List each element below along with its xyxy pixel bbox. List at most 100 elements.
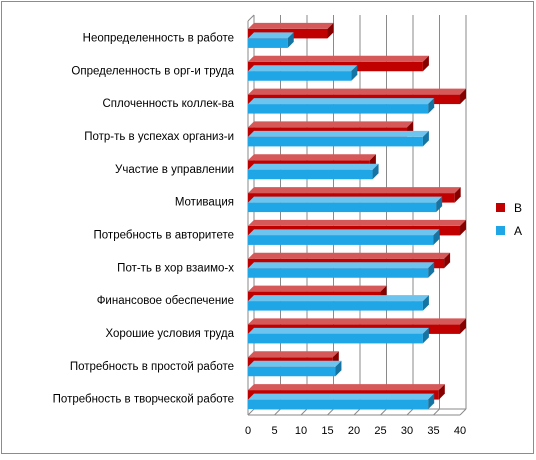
- category-label: Неопределенность в работе: [83, 32, 234, 44]
- bar-a: [248, 163, 379, 180]
- bar-v-side: [438, 384, 445, 400]
- category-label: Участие в управлении: [115, 164, 234, 176]
- bar-a: [248, 327, 429, 344]
- bar-v-top: [248, 252, 451, 259]
- gridline-floor: [300, 408, 308, 416]
- bar-a-front: [248, 38, 288, 48]
- gridline-floor: [353, 408, 361, 416]
- category-label: Потребность в авторитете: [94, 229, 234, 241]
- bar-chart: Неопределенность в работе Определенность …: [53, 14, 522, 437]
- bar-a-side: [428, 393, 435, 410]
- bars: [248, 22, 466, 410]
- bar-v-side: [327, 22, 334, 39]
- bar-a-front: [248, 169, 373, 180]
- x-tick-label: 25: [374, 425, 386, 437]
- bar-a: [248, 229, 440, 245]
- x-tick-labels: 0 5 10 15 20 25 30 35 40: [245, 425, 466, 437]
- bar-v-top: [248, 318, 466, 325]
- bar-a: [248, 98, 435, 114]
- bar-a-top: [248, 32, 294, 39]
- bar-a-side: [351, 65, 358, 81]
- bar-a-front: [248, 136, 423, 147]
- bar-v-top: [248, 22, 334, 29]
- bar-a-side: [428, 262, 435, 278]
- bar-v-top: [248, 384, 445, 391]
- bar-a-front: [248, 71, 352, 81]
- bar-v-side: [460, 219, 466, 236]
- x-tick-label: 20: [348, 425, 360, 437]
- bar-a: [248, 295, 429, 311]
- bar-a-side: [335, 360, 342, 377]
- gridline-floor: [327, 408, 334, 416]
- bar-a-front: [248, 202, 437, 213]
- x-tick-label: 15: [321, 425, 333, 437]
- bar-a-side: [422, 327, 429, 344]
- bar-v-top: [248, 154, 376, 161]
- bar-v-top: [248, 285, 387, 292]
- bar-a-top: [248, 393, 435, 400]
- gridline-floor: [459, 408, 467, 416]
- bar-a-side: [422, 295, 429, 311]
- bar-a-side: [372, 163, 379, 180]
- bar-a-front: [248, 333, 423, 344]
- bar-v-side: [422, 55, 429, 72]
- bar-a-side: [436, 196, 443, 213]
- category-label: Сплоченность коллек-ва: [102, 98, 234, 110]
- bar-v-side: [444, 252, 451, 269]
- bar-a-top: [248, 98, 435, 105]
- bar-a-front: [248, 301, 423, 311]
- category-label: Хорошие условия труда: [105, 328, 234, 340]
- bar-a: [248, 65, 358, 81]
- x-tick-label: 0: [245, 425, 251, 437]
- category-labels: Неопределенность в работе Определенность …: [53, 32, 235, 405]
- legend-swatch: [496, 226, 505, 235]
- bar-a-side: [433, 229, 440, 245]
- bar-v-top: [248, 55, 429, 62]
- bar-a: [248, 130, 429, 147]
- category-label: Потр-ть в успехах организ-и: [84, 131, 234, 143]
- bar-a-top: [248, 130, 429, 137]
- bar-a-side: [287, 32, 294, 48]
- bar-a-top: [248, 295, 429, 302]
- gridline-floor: [380, 408, 387, 416]
- bar-v-top: [248, 187, 461, 194]
- gridline-floor: [274, 408, 281, 416]
- x-tick-label: 10: [295, 425, 307, 437]
- bar-a-front: [248, 399, 429, 410]
- bar-a-top: [248, 262, 435, 269]
- category-label: Пот-ть в хор взаимо-х: [117, 262, 234, 274]
- category-label: Потребность в простой работе: [70, 361, 234, 373]
- wall-top-edge: [247, 14, 255, 22]
- bar-a-side: [428, 98, 435, 114]
- bar-a: [248, 196, 443, 213]
- bar-a-top: [248, 163, 379, 170]
- bar-a-front: [248, 366, 336, 377]
- gridline-floor: [406, 408, 414, 416]
- bar-v-top: [248, 351, 339, 358]
- bar-v-side: [460, 318, 466, 334]
- bar-a-side: [422, 130, 429, 147]
- x-tick-label: 35: [427, 425, 439, 437]
- bar-v-top: [248, 88, 466, 95]
- bar-a-front: [248, 235, 434, 245]
- bar-a-front: [248, 268, 429, 278]
- bar-v-top: [248, 219, 466, 226]
- category-label: Финансовое обеспечение: [97, 295, 234, 307]
- bar-a-top: [248, 65, 358, 72]
- category-label: Потребность в творческой работе: [53, 394, 234, 406]
- bar-a: [248, 32, 294, 48]
- bar-a-top: [248, 196, 443, 203]
- legend-label: А: [514, 224, 522, 238]
- chart-frame: Неопределенность в работе Определенность …: [1, 1, 534, 454]
- legend: ВА: [496, 201, 522, 238]
- bar-a-top: [248, 229, 440, 236]
- bar-a: [248, 393, 435, 410]
- x-tick-label: 5: [271, 425, 277, 437]
- x-tick-label: 40: [454, 425, 466, 437]
- category-label: Определенность в орг-и труда: [71, 65, 234, 77]
- bar-a-top: [248, 360, 342, 367]
- category-label: Мотивация: [175, 197, 234, 209]
- legend-label: В: [514, 201, 522, 215]
- x-tick-label: 30: [401, 425, 413, 437]
- legend-swatch: [496, 203, 505, 212]
